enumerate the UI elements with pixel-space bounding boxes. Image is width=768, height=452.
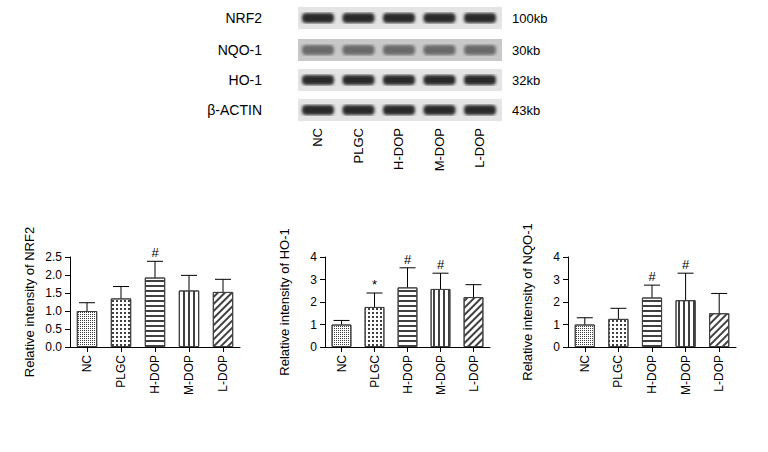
svg-text:43kb: 43kb <box>512 103 540 118</box>
svg-text:PLGC: PLGC <box>368 355 382 388</box>
svg-text:#: # <box>682 257 690 272</box>
svg-text:M-DOP: M-DOP <box>432 128 447 171</box>
svg-text:β-ACTIN: β-ACTIN <box>207 102 262 118</box>
svg-text:L-DOP: L-DOP <box>712 355 726 392</box>
svg-text:1: 1 <box>310 318 317 332</box>
svg-text:100kb: 100kb <box>512 11 547 26</box>
svg-text:NRF2: NRF2 <box>225 10 262 26</box>
svg-text:1.5: 1.5 <box>45 286 62 300</box>
svg-text:H-DOP: H-DOP <box>645 355 659 394</box>
svg-text:PLGC: PLGC <box>351 128 366 163</box>
svg-text:M-DOP: M-DOP <box>182 355 196 395</box>
svg-text:#: # <box>437 257 445 272</box>
svg-text:2: 2 <box>553 295 560 309</box>
svg-text:H-DOP: H-DOP <box>391 128 406 170</box>
svg-text:Relative intensity of NRF2: Relative intensity of NRF2 <box>22 227 37 377</box>
svg-text:3: 3 <box>553 273 560 287</box>
svg-text:1.0: 1.0 <box>45 304 62 318</box>
svg-text:PLGC: PLGC <box>114 355 128 388</box>
svg-text:NC: NC <box>310 128 325 147</box>
svg-text:Relative intensity of HO-1: Relative intensity of HO-1 <box>277 228 292 375</box>
svg-text:0: 0 <box>310 340 317 354</box>
svg-text:4: 4 <box>310 250 317 264</box>
svg-text:3: 3 <box>310 273 317 287</box>
svg-text:2.0: 2.0 <box>45 268 62 282</box>
svg-text:H-DOP: H-DOP <box>148 355 162 394</box>
svg-text:#: # <box>151 245 159 260</box>
svg-text:NC: NC <box>578 355 592 373</box>
svg-text:PLGC: PLGC <box>611 355 625 388</box>
svg-text:#: # <box>404 252 412 267</box>
svg-text:M-DOP: M-DOP <box>679 355 693 395</box>
svg-text:0.5: 0.5 <box>45 322 62 336</box>
svg-text:32kb: 32kb <box>512 73 540 88</box>
svg-text:L-DOP: L-DOP <box>467 355 481 392</box>
svg-text:*: * <box>372 277 377 292</box>
svg-text:M-DOP: M-DOP <box>434 355 448 395</box>
svg-text:30kb: 30kb <box>512 43 540 58</box>
svg-text:2.5: 2.5 <box>45 250 62 264</box>
svg-text:H-DOP: H-DOP <box>401 355 415 394</box>
svg-text:L-DOP: L-DOP <box>216 355 230 392</box>
svg-text:L-DOP: L-DOP <box>472 128 487 168</box>
svg-text:Relative intensity of NQO-1: Relative intensity of NQO-1 <box>520 223 535 381</box>
svg-text:NC: NC <box>335 355 349 373</box>
svg-text:NC: NC <box>80 355 94 373</box>
svg-text:HO-1: HO-1 <box>229 72 263 88</box>
svg-text:0: 0 <box>553 340 560 354</box>
svg-text:1: 1 <box>553 318 560 332</box>
svg-text:NQO-1: NQO-1 <box>218 42 263 58</box>
svg-text:4: 4 <box>553 250 560 264</box>
svg-text:2: 2 <box>310 295 317 309</box>
svg-text:#: # <box>648 269 656 284</box>
svg-text:0.0: 0.0 <box>45 340 62 354</box>
